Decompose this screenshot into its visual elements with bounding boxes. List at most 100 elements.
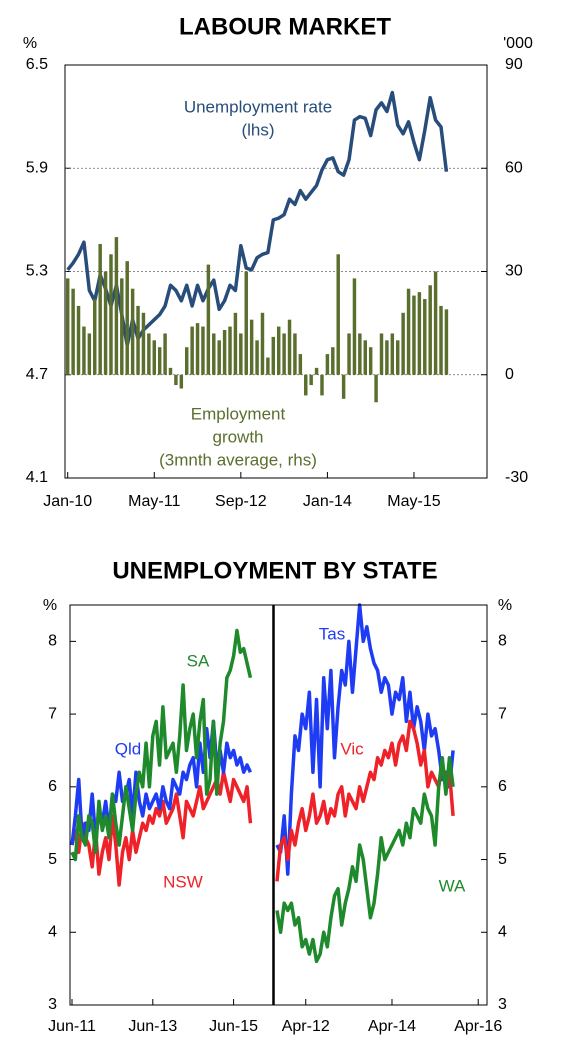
chart-title: UNEMPLOYMENT BY STATE (112, 557, 437, 584)
plot-frame (69, 604, 488, 1006)
bar (239, 333, 243, 375)
x-tick-label: Jun-11 (48, 1018, 96, 1035)
line (275, 719, 455, 882)
bar (98, 243, 102, 375)
bar (136, 305, 140, 375)
y-tick-label: 6.5 (26, 56, 48, 73)
y2-tick-label: 4 (498, 923, 507, 940)
y-axis-unit: % (43, 597, 57, 614)
y2-tick-label: 8 (498, 633, 507, 650)
x-tick-label: Jun-13 (128, 1018, 177, 1035)
y2-axis-unit: '000 (503, 35, 533, 52)
series-label: Tas (319, 624, 345, 643)
bar (271, 336, 276, 375)
bar (276, 326, 281, 375)
bar (114, 237, 119, 375)
y-tick-label: 7 (48, 705, 57, 722)
series-label: WA (439, 876, 466, 895)
bar (341, 374, 346, 399)
bar (120, 278, 124, 375)
x-tick-label: May-11 (128, 493, 180, 510)
y2-axis-unit: % (498, 597, 512, 614)
line (275, 603, 455, 876)
bar (266, 357, 270, 375)
line (70, 628, 253, 862)
line (66, 90, 449, 348)
bar (130, 288, 135, 375)
y-tick-label: 3 (48, 996, 57, 1013)
bar (363, 340, 368, 375)
bar (103, 271, 108, 375)
bar (87, 333, 92, 375)
bar (298, 354, 303, 375)
bar (336, 254, 340, 375)
bar (201, 326, 205, 375)
series-label: Qld (115, 739, 141, 758)
plot-frame (64, 64, 488, 479)
x-tick-label: Sep-12 (215, 493, 267, 510)
y-tick-label: 4 (48, 923, 57, 940)
bar (347, 333, 351, 375)
bar (71, 288, 75, 375)
bar (233, 312, 238, 375)
y-tick-label: 8 (48, 633, 57, 650)
bar (222, 330, 227, 375)
y2-tick-label: 3 (498, 996, 507, 1013)
series-label: Unemployment rate (184, 97, 332, 116)
bar (147, 333, 151, 375)
y-tick-label: 6 (48, 778, 57, 795)
bar (179, 374, 184, 389)
bar (428, 285, 432, 375)
bar (76, 305, 81, 375)
bar (385, 340, 389, 375)
bar (374, 374, 378, 403)
bar (125, 261, 129, 375)
y-tick-label: 5 (48, 851, 57, 868)
bar (320, 374, 324, 396)
bar (406, 288, 411, 375)
y2-tick-label: 0 (505, 366, 514, 383)
bar (352, 278, 357, 375)
line (275, 755, 455, 964)
bar (152, 340, 157, 375)
bar (417, 292, 422, 375)
bar (212, 333, 216, 375)
bar (444, 309, 449, 375)
bar (439, 305, 443, 375)
x-tick-label: Apr-16 (454, 1018, 502, 1035)
bar (309, 374, 313, 386)
y-axis-unit: % (23, 35, 37, 52)
y2-tick-label: -30 (505, 469, 528, 486)
y2-tick-label: 5 (498, 851, 507, 868)
x-tick-label: Jun-15 (209, 1018, 258, 1035)
series-label: Employment (191, 404, 286, 423)
x-tick-label: Jan-10 (43, 493, 92, 510)
bar (174, 374, 178, 386)
bar (395, 340, 400, 375)
bar (287, 319, 292, 375)
bar (433, 271, 438, 375)
y2-tick-label: 60 (505, 159, 523, 176)
bar (379, 333, 384, 375)
bar (368, 347, 373, 375)
series-label: NSW (163, 872, 203, 891)
bar (109, 254, 113, 375)
bar (314, 367, 319, 375)
bar (244, 271, 248, 375)
x-tick-label: Jan-14 (303, 493, 352, 510)
bar (82, 326, 86, 375)
series-label: SA (187, 651, 210, 670)
series-label: (lhs) (241, 120, 274, 139)
y-tick-label: 4.1 (26, 469, 48, 486)
bar (331, 347, 335, 375)
bar (423, 299, 427, 375)
y-tick-label: 5.3 (26, 263, 48, 280)
y2-tick-label: 90 (505, 56, 523, 73)
bar (304, 374, 308, 396)
bar (190, 326, 194, 375)
bar (293, 333, 297, 375)
bar (168, 367, 173, 375)
y-tick-label: 4.7 (26, 366, 48, 383)
